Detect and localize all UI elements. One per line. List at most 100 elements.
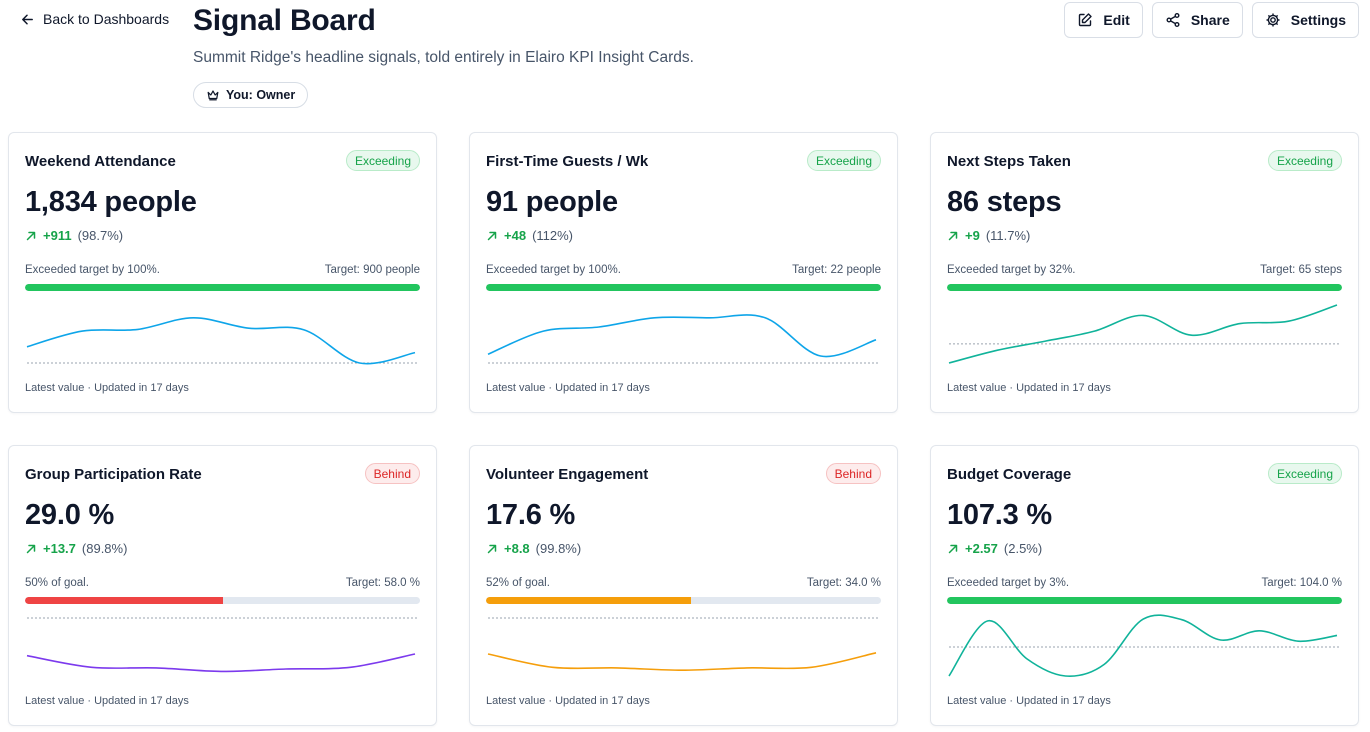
trend-up-icon (26, 544, 36, 553)
page-subtitle: Summit Ridge's headline signals, told en… (193, 49, 694, 66)
kpi-card[interactable]: Budget Coverage Exceeding 107.3 % +2.57 (2.5… (930, 445, 1359, 726)
kpi-delta: +13.7 (89.8%) (25, 541, 127, 556)
progress-fill (947, 597, 1342, 604)
owner-badge-label: You: Owner (226, 88, 296, 102)
kpi-card-title: Group Participation Rate (25, 466, 202, 483)
kpi-delta: +48 (112%) (486, 228, 573, 243)
crown-icon (207, 90, 219, 101)
kpi-card[interactable]: Group Participation Rate Behind 29.0 % +13.… (8, 445, 437, 726)
delta-value: +13.7 (43, 541, 76, 556)
sparkline-path (487, 314, 877, 358)
status-badge: Behind (364, 463, 420, 484)
sparkline-path (26, 653, 416, 673)
kpi-footnote: Latest value · Updated in 17 days (947, 695, 1111, 707)
sparkline-path (948, 304, 1338, 364)
status-badge: Behind (825, 463, 881, 484)
sparkline (26, 316, 417, 365)
delta-value: +9 (965, 228, 980, 243)
kpi-value: 29.0 % (25, 499, 115, 531)
progress-note: 52% of goal. (486, 577, 550, 589)
page-title: Signal Board (193, 4, 376, 37)
progress-bar (486, 284, 881, 291)
kpi-footnote: Latest value · Updated in 17 days (486, 695, 650, 707)
back-label: Back to Dashboards (43, 11, 170, 27)
progress-note: Exceeded target by 3%. (947, 577, 1070, 589)
share-button[interactable]: Share (1151, 2, 1243, 38)
share-icon (1166, 13, 1180, 27)
kpi-value: 91 people (486, 186, 618, 218)
trend-up-icon (487, 231, 497, 240)
delta-percent: (89.8%) (81, 541, 128, 556)
progress-target: Target: 58.0 % (345, 577, 420, 589)
kpi-card[interactable]: Weekend Attendance Exceeding 1,834 people +… (8, 132, 437, 413)
delta-percent: (112%) (532, 228, 574, 243)
delta-value: +48 (504, 228, 527, 243)
progress-fill (486, 597, 692, 604)
kpi-delta: +2.57 (2.5%) (947, 541, 1042, 556)
trend-up-icon (948, 231, 958, 240)
kpi-delta: +911 (98.7%) (25, 228, 123, 243)
progress-note: 50% of goal. (25, 577, 89, 589)
kpi-card[interactable]: Next Steps Taken Exceeding 86 steps +9 (11.7… (930, 132, 1359, 413)
sparkline-path (948, 614, 1338, 677)
status-badge: Exceeding (1267, 150, 1342, 171)
progress-target: Target: 900 people (324, 264, 420, 276)
kpi-card-title: Volunteer Engagement (486, 466, 649, 483)
delta-value: +8.8 (504, 541, 530, 556)
delta-value: +911 (43, 228, 72, 243)
header-actions: Edit Share Settings (1064, 2, 1359, 38)
page-header: Back to Dashboards Signal Board Summit R… (0, 0, 1370, 120)
kpi-card[interactable]: Volunteer Engagement Behind 17.6 % +8.8 (99.… (469, 445, 898, 726)
sparkline-path (26, 316, 416, 365)
delta-value: +2.57 (965, 541, 998, 556)
arrow-left-icon (22, 14, 33, 24)
delta-percent: (11.7%) (985, 228, 1031, 243)
kpi-card-title: Budget Coverage (947, 466, 1072, 483)
kpi-card-title: Weekend Attendance (25, 153, 176, 170)
kpi-delta: +8.8 (99.8%) (486, 541, 581, 556)
progress-fill (947, 284, 1342, 291)
status-badge: Exceeding (1267, 463, 1342, 484)
share-label: Share (1190, 12, 1230, 28)
sparkline (487, 314, 878, 364)
delta-percent: (99.8%) (535, 541, 582, 556)
progress-bar (947, 284, 1342, 291)
progress-bar (25, 284, 420, 291)
progress-target: Target: 34.0 % (806, 577, 881, 589)
kpi-value: 1,834 people (25, 186, 197, 218)
kpi-value: 107.3 % (947, 499, 1053, 531)
delta-percent: (2.5%) (1003, 541, 1043, 556)
status-badge: Exceeding (806, 150, 881, 171)
sparkline (948, 614, 1339, 677)
kpi-card-title: First-Time Guests / Wk (486, 153, 649, 170)
edit-button[interactable]: Edit (1064, 2, 1143, 38)
kpi-value: 86 steps (947, 186, 1062, 218)
settings-button[interactable]: Settings (1251, 2, 1359, 38)
delta-percent: (98.7%) (77, 228, 124, 243)
kpi-delta: +9 (11.7%) (947, 228, 1030, 243)
trend-up-icon (948, 544, 958, 553)
kpi-footnote: Latest value · Updated in 17 days (25, 695, 189, 707)
kpi-footnote: Latest value · Updated in 17 days (25, 382, 189, 394)
owner-badge: You: Owner (193, 82, 309, 108)
kpi-value: 17.6 % (486, 499, 576, 531)
progress-bar (947, 597, 1342, 604)
edit-icon (1079, 13, 1093, 27)
gear-icon (1266, 13, 1280, 27)
progress-bar (25, 597, 420, 604)
progress-fill (25, 597, 223, 604)
back-to-dashboards-link[interactable]: Back to Dashboards (20, 11, 169, 27)
sparkline (26, 617, 417, 673)
kpi-card[interactable]: First-Time Guests / Wk Exceeding 91 people… (469, 132, 898, 413)
kpi-card-title: Next Steps Taken (947, 153, 1071, 170)
progress-target: Target: 22 people (792, 264, 881, 276)
edit-label: Edit (1103, 12, 1130, 28)
trend-up-icon (487, 544, 497, 553)
status-badge: Exceeding (345, 150, 420, 171)
progress-fill (25, 284, 420, 291)
progress-target: Target: 65 steps (1260, 264, 1342, 276)
trend-up-icon (26, 231, 36, 240)
progress-fill (486, 284, 881, 291)
sparkline-path (487, 652, 877, 672)
settings-label: Settings (1290, 12, 1346, 28)
